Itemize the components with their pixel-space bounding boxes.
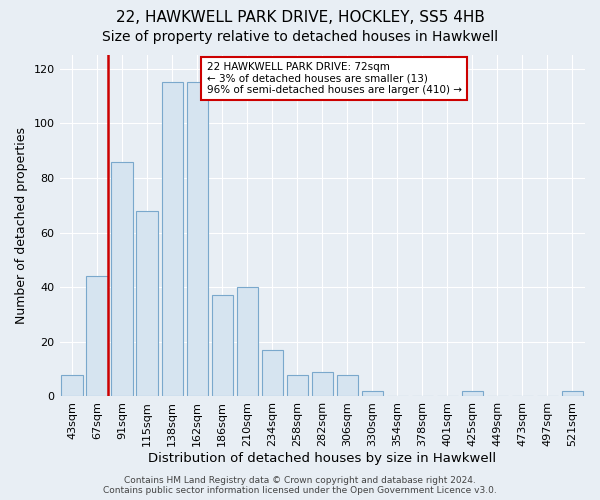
Bar (212, 296, 233, 396)
Text: 22, HAWKWELL PARK DRIVE, HOCKLEY, SS5 4HB: 22, HAWKWELL PARK DRIVE, HOCKLEY, SS5 4H… (116, 10, 484, 25)
Bar (311, 372, 333, 396)
Bar (187, 82, 208, 396)
Bar (337, 374, 358, 396)
Bar (362, 391, 383, 396)
Bar (462, 391, 483, 396)
Text: 22 HAWKWELL PARK DRIVE: 72sqm
← 3% of detached houses are smaller (13)
96% of se: 22 HAWKWELL PARK DRIVE: 72sqm ← 3% of de… (206, 62, 461, 95)
Bar (136, 210, 158, 396)
Bar (236, 287, 258, 397)
Text: Size of property relative to detached houses in Hawkwell: Size of property relative to detached ho… (102, 30, 498, 44)
X-axis label: Distribution of detached houses by size in Hawkwell: Distribution of detached houses by size … (148, 452, 496, 465)
Y-axis label: Number of detached properties: Number of detached properties (15, 127, 28, 324)
Bar (562, 391, 583, 396)
Bar (61, 374, 83, 396)
Bar (287, 374, 308, 396)
Bar (112, 162, 133, 396)
Bar (86, 276, 108, 396)
Text: Contains HM Land Registry data © Crown copyright and database right 2024.
Contai: Contains HM Land Registry data © Crown c… (103, 476, 497, 495)
Bar (161, 82, 183, 396)
Bar (262, 350, 283, 397)
